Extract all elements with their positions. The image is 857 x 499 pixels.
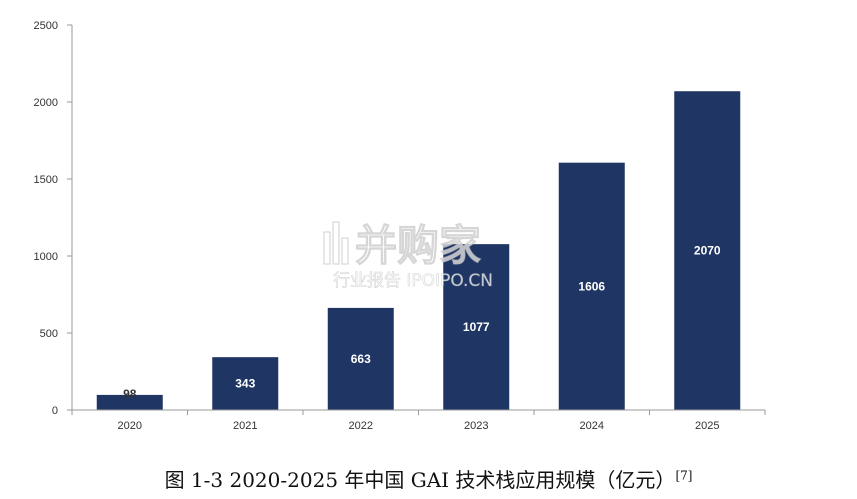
bar-value-label: 1606 bbox=[578, 279, 605, 293]
x-tick-label: 2023 bbox=[464, 420, 488, 432]
y-tick-label: 1500 bbox=[34, 174, 58, 186]
x-tick-label: 2025 bbox=[695, 420, 719, 432]
figure-caption: 图 1-3 2020-2025 年中国 GAI 技术栈应用规模（亿元）[7] bbox=[0, 464, 857, 493]
x-tick-label: 2024 bbox=[580, 420, 604, 432]
bar-value-label: 663 bbox=[351, 352, 371, 366]
y-tick-label: 2000 bbox=[34, 97, 58, 109]
bar bbox=[443, 244, 510, 410]
bar-value-label: 343 bbox=[235, 377, 255, 391]
y-tick-label: 2500 bbox=[34, 20, 58, 32]
bar-chart: 0 500 1000 1500 2000 2500 98 343 663 1077 1606 207… bbox=[34, 20, 766, 432]
bar bbox=[327, 307, 394, 410]
y-tick-label: 0 bbox=[52, 405, 58, 417]
bar bbox=[96, 394, 163, 410]
bars-group: 98 343 663 1077 1606 2070 bbox=[96, 91, 741, 410]
x-tick-label: 2022 bbox=[349, 420, 373, 432]
bar bbox=[674, 91, 741, 410]
caption-text: 图 1-3 2020-2025 年中国 GAI 技术栈应用规模（亿元） bbox=[164, 468, 676, 492]
x-axis: 2020 2021 2022 2023 2024 2025 bbox=[71, 409, 766, 432]
bar-value-label: 98 bbox=[123, 387, 137, 401]
bar-value-label: 2070 bbox=[694, 244, 721, 258]
watermark-sub-text: 行业报告 IPOIPO.CN bbox=[333, 271, 493, 291]
bar bbox=[558, 162, 625, 410]
watermark-main-text: 并购家 bbox=[355, 221, 481, 270]
x-tick-label: 2020 bbox=[118, 420, 142, 432]
bar-value-label: 1077 bbox=[463, 320, 490, 334]
caption-reference: [7] bbox=[675, 468, 693, 483]
bar bbox=[212, 357, 279, 410]
watermark-logo-icon bbox=[323, 221, 349, 265]
x-tick-label: 2021 bbox=[233, 420, 257, 432]
y-axis: 0 500 1000 1500 2000 2500 bbox=[34, 20, 73, 417]
y-tick-label: 1000 bbox=[34, 251, 58, 263]
watermark: 并购家 行业报告 IPOIPO.CN bbox=[323, 221, 493, 291]
y-tick-label: 500 bbox=[40, 328, 58, 340]
